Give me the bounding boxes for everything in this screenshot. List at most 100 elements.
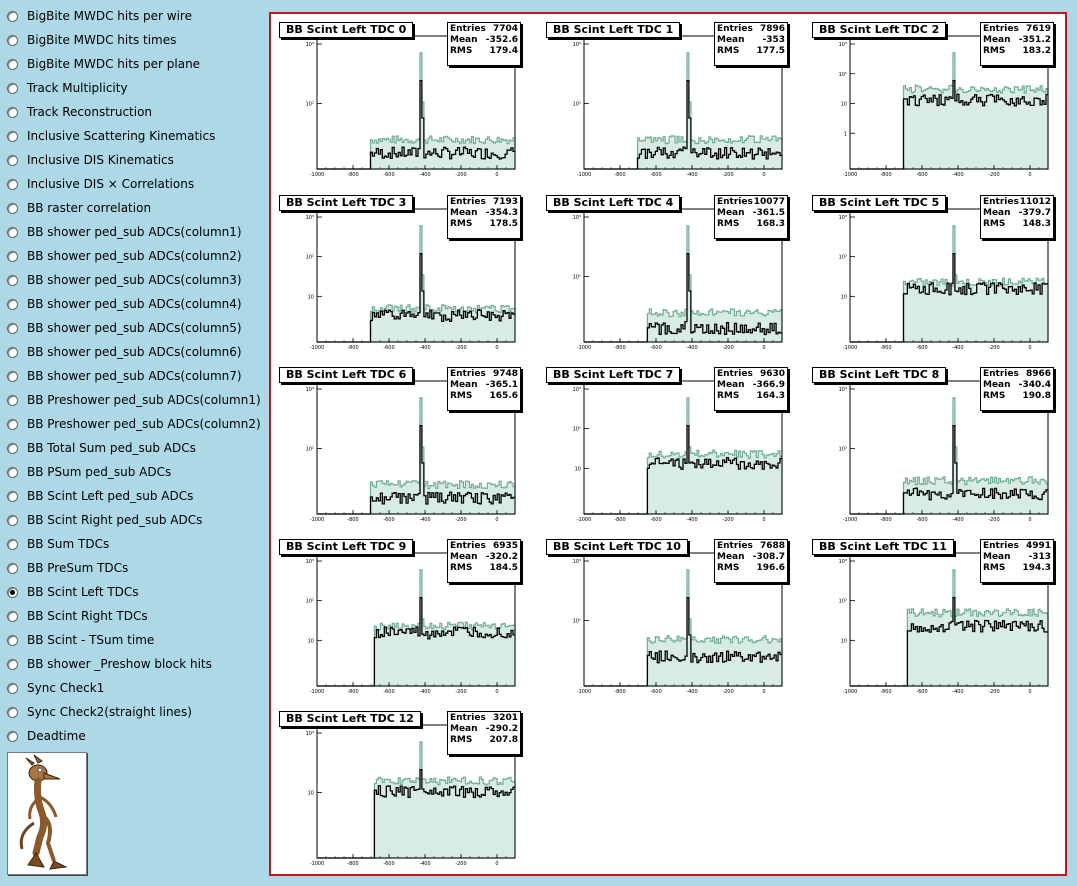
radio-button[interactable] [7,154,18,166]
sidebar-item-label: BB PSum ped_sub ADCs [27,465,172,479]
radio-button[interactable] [7,298,18,310]
radio-button[interactable] [7,10,18,22]
x-tick-label: -400 [419,172,430,178]
x-tick-label: 0 [1028,689,1031,695]
sidebar-item-label: BB shower ped_sub ADCs(column2) [27,249,242,263]
histogram-pad: -1000 -800 -600 -400 -200 0 10³ 10² BB Scint Lef… [812,367,1056,527]
sidebar-item[interactable]: BB Total Sum ped_sub ADCs [7,438,196,458]
sidebar-item[interactable]: BB Scint Left TDCs [7,582,139,602]
radio-button[interactable] [7,562,18,574]
x-tick-label: -600 [383,689,394,695]
sidebar-item[interactable]: Inclusive DIS Kinematics [7,150,174,170]
radio-button[interactable] [7,730,18,742]
x-tick-label: -800 [880,689,891,695]
stats-label: RMS [450,46,473,56]
radio-button[interactable] [7,634,18,646]
y-tick-label: 10² [573,619,581,625]
sidebar-item-label: BB Scint Right ped_sub ADCs [27,513,203,527]
stats-label: RMS [717,391,740,401]
radio-button[interactable] [7,538,18,550]
sidebar-item-label: BB Sum TDCs [27,537,110,551]
radio-button[interactable] [7,274,18,286]
radio-button[interactable] [7,178,18,190]
radio-button[interactable] [7,82,18,94]
x-tick-label: 0 [762,345,765,351]
radio-button[interactable] [7,106,18,118]
histogram-pad: -1000 -800 -600 -400 -200 0 10³ 10² 10 1 BB Scint … [812,22,1056,182]
x-tick-label: -1000 [577,172,592,178]
radio-button[interactable] [7,226,18,238]
radio-button[interactable] [7,418,18,430]
stats-value: 190.8 [1022,391,1051,401]
radio-button[interactable] [7,706,18,718]
sidebar-item[interactable]: BB raster correlation [7,198,151,218]
sidebar-item[interactable]: Track Multiplicity [7,78,128,98]
radio-button[interactable] [7,394,18,406]
sidebar-item[interactable]: BB Scint Right ped_sub ADCs [7,510,202,530]
sidebar-item[interactable]: BB Scint - TSum time [7,630,154,650]
sidebar-item-label: BB PreSum TDCs [27,561,129,575]
sidebar-item[interactable]: BB shower ped_sub ADCs(column3) [7,270,242,290]
sidebar-item[interactable]: BB Preshower ped_sub ADCs(column2) [7,414,261,434]
x-tick-label: -400 [686,345,697,351]
stats-label: Mean [983,208,1011,218]
sidebar-item[interactable]: BB Preshower ped_sub ADCs(column1) [7,390,261,410]
radio-button[interactable] [7,490,18,502]
x-tick-label: -800 [880,345,891,351]
stats-box: Entries 7688 Mean -308.7 RMS 196.6 [714,539,788,583]
radio-button[interactable] [7,34,18,46]
y-tick-label: 10³ [573,215,581,221]
sidebar-item[interactable]: BigBite MWDC hits times [7,30,176,50]
stats-label: Entries [450,24,486,34]
radio-button[interactable] [7,610,18,622]
coyote-cartoon-icon [19,754,68,870]
radio-button[interactable] [7,658,18,670]
stats-value: 8966 [1025,369,1051,379]
sidebar-item[interactable]: BB Scint Right TDCs [7,606,148,626]
radio-button[interactable] [7,130,18,142]
radio-button[interactable] [7,442,18,454]
radio-button[interactable] [7,250,18,262]
sidebar-item[interactable]: BB shower ped_sub ADCs(column7) [7,366,242,386]
radio-button[interactable] [7,346,18,358]
sidebar-item[interactable]: BB PreSum TDCs [7,558,128,578]
stats-value: 7619 [1025,24,1051,34]
sidebar-item[interactable]: BigBite MWDC hits per wire [7,6,192,26]
sidebar-item[interactable]: Inclusive Scattering Kinematics [7,126,215,146]
radio-button[interactable] [7,370,18,382]
sidebar-item[interactable]: BB shower ped_sub ADCs(column6) [7,342,242,362]
sidebar-item[interactable]: BB shower _Preshow block hits [7,654,212,674]
stats-value: -366.9 [752,380,785,390]
y-tick-label: 10² [306,255,314,261]
sidebar-item[interactable]: BB shower ped_sub ADCs(column4) [7,294,242,314]
sidebar-item[interactable]: Track Reconstruction [7,102,152,122]
sidebar-item[interactable]: Inclusive DIS × Correlations [7,174,194,194]
sidebar-item[interactable]: BB shower ped_sub ADCs(column2) [7,246,242,266]
sidebar-item[interactable]: BB shower ped_sub ADCs(column5) [7,318,242,338]
sidebar-item[interactable]: BB shower ped_sub ADCs(column1) [7,222,242,242]
stats-value: 194.3 [1022,563,1051,573]
sidebar-item-label: BB shower ped_sub ADCs(column5) [27,321,242,335]
stats-label: Mean [717,380,745,390]
stats-label: Entries [717,24,753,34]
radio-button[interactable] [7,466,18,478]
sidebar-item[interactable]: BB Sum TDCs [7,534,109,554]
x-tick-label: -400 [419,345,430,351]
radio-button-checked[interactable] [7,586,18,598]
sidebar-item[interactable]: Deadtime [7,726,86,746]
radio-button[interactable] [7,514,18,526]
x-tick-label: -400 [952,517,963,523]
x-tick-label: -1000 [310,861,325,867]
sidebar-item[interactable]: Sync Check1 [7,678,104,698]
x-tick-label: -400 [952,345,963,351]
histogram-pad: -1000 -800 -600 -400 -200 0 10³ 10² BB Scint Lef… [546,539,790,699]
radio-button[interactable] [7,682,18,694]
radio-button[interactable] [7,202,18,214]
radio-button[interactable] [7,322,18,334]
sidebar-item[interactable]: BB PSum ped_sub ADCs [7,462,171,482]
y-tick-label: 1 [844,131,847,137]
sidebar-item[interactable]: Sync Check2(straight lines) [7,702,192,722]
sidebar-item[interactable]: BigBite MWDC hits per plane [7,54,200,74]
sidebar-item[interactable]: BB Scint Left ped_sub ADCs [7,486,193,506]
radio-button[interactable] [7,58,18,70]
